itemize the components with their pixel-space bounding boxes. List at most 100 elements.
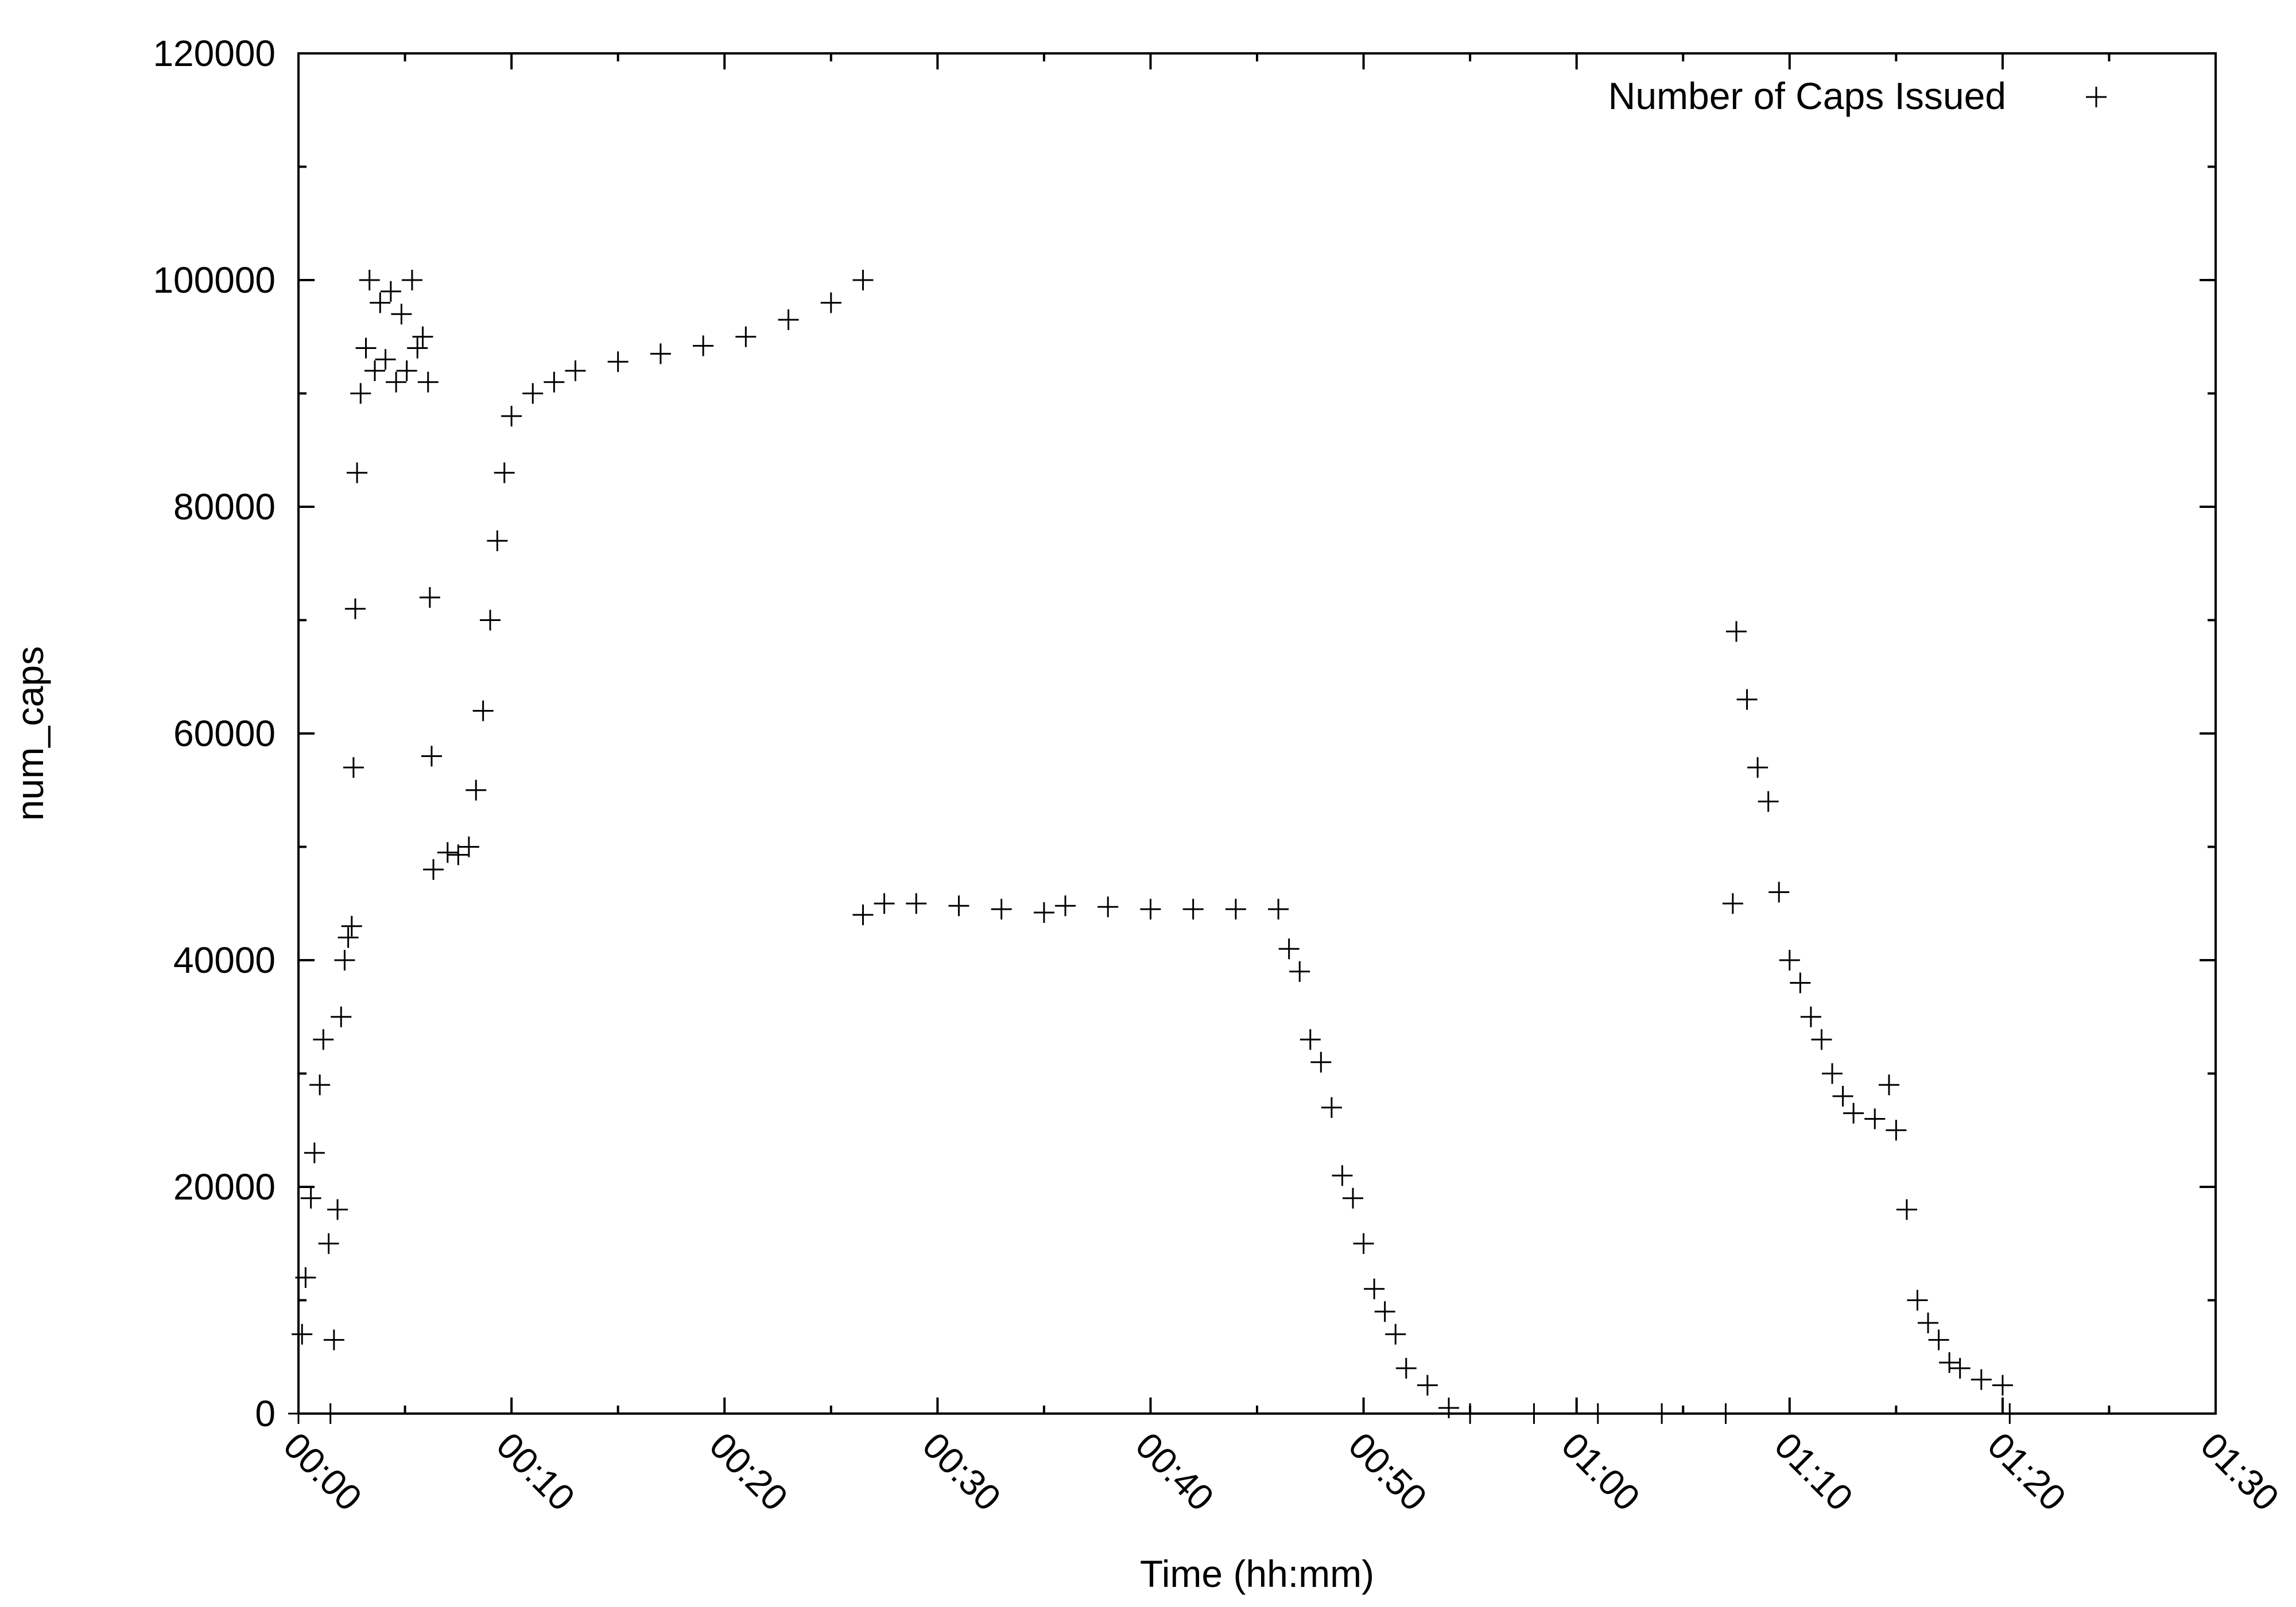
plot-frame	[297, 52, 2217, 1415]
data-point	[1289, 961, 1310, 982]
data-point	[288, 1403, 309, 1424]
data-point	[295, 1267, 316, 1288]
data-point	[480, 610, 501, 631]
data-point	[1321, 1097, 1342, 1118]
data-point	[1878, 1074, 1899, 1096]
data-point	[1999, 1403, 2020, 1424]
data-point	[522, 383, 544, 404]
data-point	[1182, 899, 1204, 920]
data-point	[1395, 1358, 1417, 1379]
data-point	[1971, 1369, 1992, 1390]
data-point	[338, 927, 359, 948]
x-tick-label: 01:30	[2193, 1424, 2287, 1519]
data-point	[466, 779, 487, 801]
data-point	[1417, 1375, 1438, 1396]
data-point	[693, 335, 714, 356]
data-point	[1033, 902, 1054, 923]
data-point	[401, 270, 422, 290]
legend-entry-label: Number of Caps Issued	[1608, 75, 2006, 117]
data-point	[852, 905, 874, 925]
data-point	[735, 326, 757, 347]
data-point	[991, 899, 1012, 920]
legend-marker-icon	[2086, 87, 2107, 107]
data-point	[1779, 950, 1800, 971]
data-point	[1949, 1358, 1971, 1379]
data-point	[565, 360, 586, 381]
data-point	[1758, 791, 1779, 812]
data-point	[1800, 1006, 1821, 1027]
data-point	[331, 1006, 352, 1027]
data-point	[1896, 1199, 1917, 1220]
data-point	[1715, 1403, 1736, 1424]
data-point	[380, 281, 401, 302]
data-point	[344, 598, 366, 619]
x-axis: 00:00 00:10 00:20 00:30 00:40 00:50 01:00 01:10…	[276, 53, 2287, 1519]
data-point	[437, 842, 458, 863]
data-point	[292, 1323, 313, 1345]
data-point	[906, 893, 927, 914]
data-point	[1343, 1187, 1363, 1209]
y-axis-label: num_caps	[9, 646, 51, 821]
data-point	[1055, 895, 1076, 917]
x-tick-label: 01:00	[1554, 1424, 1648, 1519]
data-point	[1939, 1352, 1960, 1373]
data-point	[1722, 893, 1743, 914]
data-point	[1278, 938, 1300, 960]
data-point	[1726, 621, 1747, 642]
data-point	[1364, 1278, 1385, 1299]
data-point	[334, 950, 355, 971]
data-point	[375, 349, 396, 370]
data-point	[1822, 1063, 1843, 1084]
data-point	[391, 304, 412, 325]
y-tick-label: 40000	[173, 940, 276, 981]
data-point	[1918, 1313, 1938, 1333]
data-point	[1928, 1329, 1949, 1350]
data-point	[1907, 1290, 1928, 1311]
data-point	[304, 1142, 325, 1163]
data-point	[407, 337, 428, 359]
data-point	[417, 371, 439, 393]
data-point	[1140, 899, 1161, 920]
data-point	[1523, 1403, 1545, 1424]
y-axis: 0 20000 40000 60000 80000 100000 120000	[153, 33, 2216, 1434]
y-tick-label: 120000	[153, 33, 276, 74]
data-point	[650, 343, 671, 364]
data-point	[1811, 1029, 1832, 1050]
data-point	[412, 326, 433, 347]
data-point	[1300, 1029, 1321, 1050]
data-point	[1651, 1403, 1673, 1424]
data-point	[448, 844, 469, 865]
data-point	[386, 371, 407, 393]
data-point	[1832, 1086, 1853, 1107]
data-point	[472, 700, 494, 721]
data-point	[1374, 1301, 1395, 1322]
data-point	[300, 1187, 321, 1209]
data-point	[327, 1199, 348, 1220]
x-tick-label: 00:00	[276, 1424, 370, 1519]
data-point	[487, 530, 508, 552]
data-point	[607, 351, 629, 372]
y-tick-label: 0	[255, 1393, 276, 1434]
data-point	[1268, 899, 1289, 920]
data-point	[1225, 899, 1246, 920]
data-point	[1310, 1051, 1332, 1073]
x-tick-label: 00:30	[914, 1424, 1009, 1519]
x-tick-label: 00:20	[701, 1424, 796, 1519]
data-point	[1790, 972, 1811, 993]
data-point	[341, 915, 362, 937]
data-point	[1385, 1323, 1406, 1345]
y-tick-label: 80000	[173, 486, 276, 527]
y-tick-label: 60000	[173, 713, 276, 754]
data-point	[458, 836, 479, 857]
data-point	[494, 462, 515, 483]
data-point	[421, 746, 442, 767]
data-point	[370, 292, 391, 313]
data-point	[309, 1074, 331, 1096]
data-point	[778, 309, 799, 331]
data-point	[364, 360, 385, 381]
data-point	[820, 292, 841, 313]
data-point	[347, 462, 368, 483]
data-point	[320, 1403, 341, 1424]
